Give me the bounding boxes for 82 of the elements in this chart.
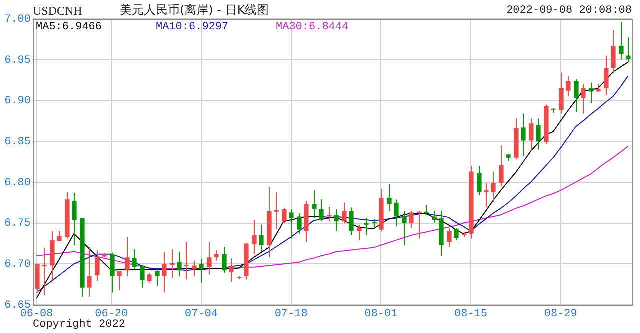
candlestick	[140, 265, 145, 288]
x-tick-label: 07-04	[184, 308, 218, 321]
text: 2022-09-08 20:08:08	[506, 5, 632, 17]
text: MA10:6.9297	[156, 21, 229, 34]
chart-title: 美元人民币(离岸) - 日K线图	[120, 3, 270, 17]
candlestick	[477, 166, 482, 196]
candlestick	[536, 118, 541, 150]
candlestick	[417, 210, 422, 240]
candlestick	[155, 268, 160, 287]
candlestick	[132, 248, 137, 270]
candlestick	[297, 212, 302, 234]
y-tick-label: 6.85	[4, 136, 31, 148]
candlestick	[559, 72, 564, 114]
x-tick-label: 07-18	[274, 308, 308, 321]
candlestick	[207, 242, 212, 276]
y-tick-label: 6.70	[4, 259, 31, 272]
candlestick	[319, 199, 324, 222]
candlestick	[574, 78, 579, 113]
candlestick	[274, 192, 279, 230]
text: MA30:6.8444	[276, 21, 350, 34]
candlestick	[447, 228, 452, 248]
y-tick-label: 6.80	[4, 177, 31, 190]
candlestick	[626, 36, 631, 63]
candlestick	[289, 208, 294, 240]
candlestick	[252, 220, 257, 255]
candlestick	[177, 251, 182, 277]
candlestick	[484, 182, 489, 208]
candlestick	[529, 118, 534, 152]
x-tick-label: 08-29	[544, 308, 578, 321]
text: MA5:6.9466	[36, 21, 102, 34]
candlestick	[95, 250, 100, 282]
candlestick	[72, 192, 77, 246]
candlestick	[192, 260, 197, 277]
candlestick	[42, 247, 47, 296]
candlestick	[521, 113, 526, 157]
y-tick-label: 6.95	[4, 54, 31, 67]
candlestick	[147, 272, 152, 284]
candlestick	[364, 218, 369, 236]
candlestick	[229, 258, 234, 283]
candlestick	[199, 258, 204, 284]
candlestick	[581, 84, 586, 114]
candlestick	[409, 210, 414, 229]
x-tick-label: 06-20	[95, 308, 128, 321]
candlestick	[259, 224, 264, 252]
candlestick	[357, 224, 362, 241]
candlestick	[162, 251, 167, 294]
candlestick	[394, 199, 399, 228]
candlestick	[611, 30, 616, 74]
y-tick-label: 6.75	[4, 218, 31, 230]
candlestick	[117, 270, 122, 291]
candlestick	[327, 206, 332, 222]
candlestick	[619, 22, 624, 60]
candlestick	[432, 210, 437, 224]
candlestick	[342, 202, 347, 224]
candlestick	[424, 204, 429, 216]
candlestick	[184, 242, 189, 280]
x-tick-label: 08-01	[364, 308, 398, 321]
y-tick-label: 6.90	[4, 96, 31, 108]
candlestick	[604, 55, 609, 96]
candlestick	[222, 246, 227, 274]
candlestick	[402, 210, 407, 246]
candlestick	[110, 252, 115, 294]
candlestick	[491, 171, 496, 203]
x-tick-label: 08-15	[454, 308, 488, 321]
candlestick	[170, 248, 175, 279]
text: Copyright 2022	[33, 319, 126, 331]
candlestick	[125, 236, 130, 277]
candlestick	[589, 82, 594, 104]
candlestick	[312, 190, 317, 219]
candlestick	[499, 145, 504, 188]
y-tick-label: 7.00	[4, 14, 31, 26]
candlestick	[349, 207, 354, 236]
candlestick	[334, 208, 339, 232]
candlestick	[454, 228, 459, 241]
candlestick	[372, 218, 377, 228]
candlestick	[214, 250, 219, 262]
candlestick	[57, 230, 62, 242]
candlestick	[387, 184, 392, 212]
candlestick	[87, 246, 92, 298]
chart-subtitle: USDCNH	[33, 4, 82, 18]
candlestick	[566, 76, 571, 98]
candlestick	[282, 207, 287, 224]
